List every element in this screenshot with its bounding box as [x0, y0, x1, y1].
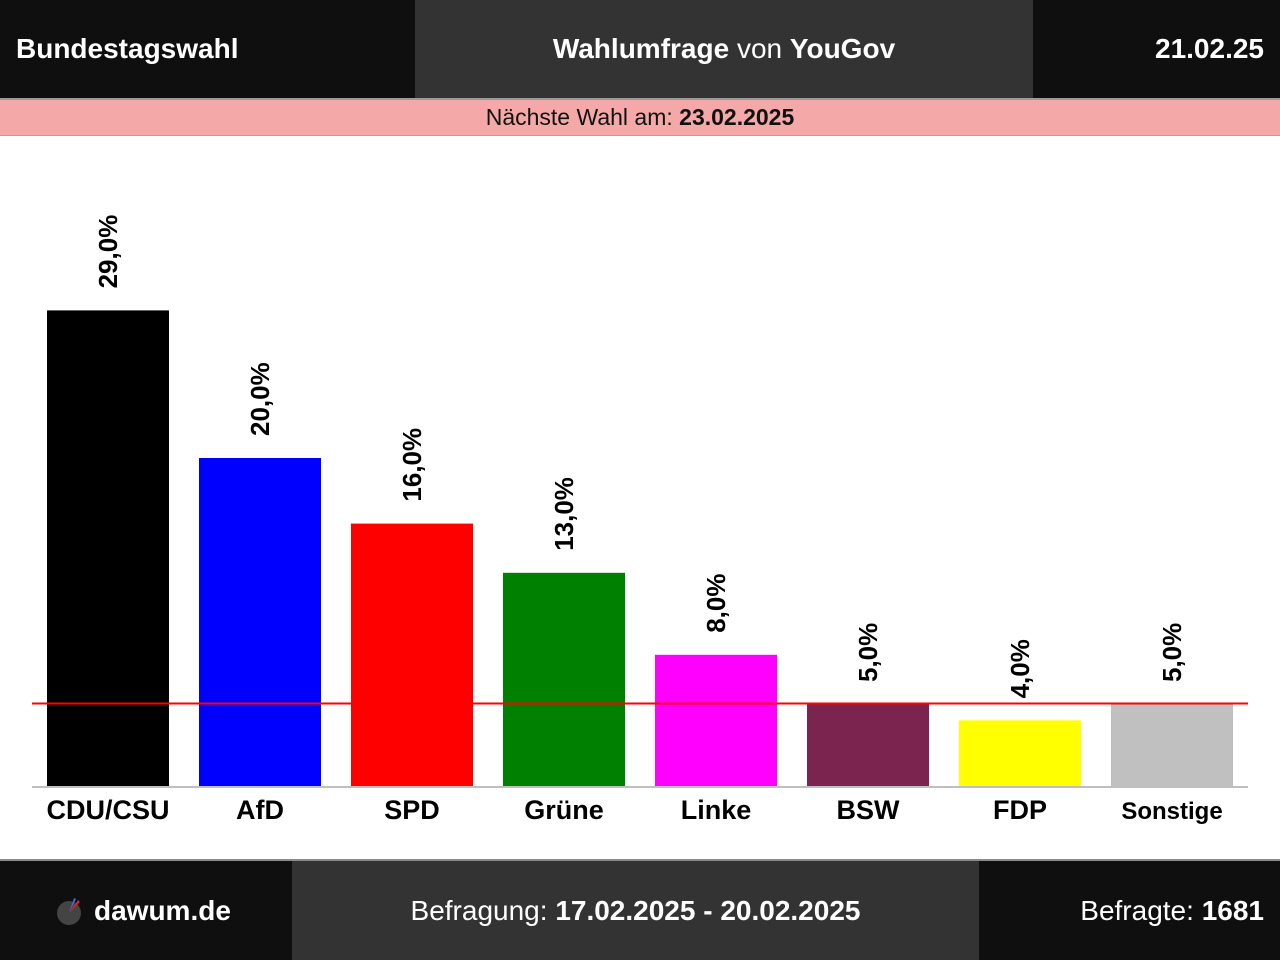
bar-2: [351, 523, 473, 786]
respondents: Befragte: 1681: [1080, 861, 1264, 960]
survey-period-range: 17.02.2025 - 20.02.2025: [555, 895, 861, 926]
next-election-bar: Nächste Wahl am: 23.02.2025: [0, 100, 1280, 136]
survey-period-label: Befragung:: [410, 895, 548, 926]
next-election-label: Nächste Wahl am:: [485, 104, 673, 130]
bar-1: [199, 458, 321, 786]
next-election-date: 23.02.2025: [679, 104, 795, 130]
bar-6: [959, 720, 1081, 786]
value-label-7: 5,0%: [1157, 623, 1187, 682]
category-label-1: AfD: [236, 795, 284, 825]
poll-title-label: Wahlumfrage: [552, 33, 730, 64]
bar-7: [1111, 704, 1233, 786]
footer-bar: dawum.de Befragung: 17.02.2025 - 20.02.2…: [0, 859, 1280, 960]
category-label-3: Grüne: [524, 795, 604, 825]
header-divider: [0, 98, 1280, 100]
dawum-logo-icon: [57, 897, 81, 925]
value-label-5: 5,0%: [853, 623, 883, 682]
brand-link[interactable]: dawum.de: [56, 861, 231, 960]
value-label-0: 29,0%: [93, 215, 123, 289]
value-label-3: 13,0%: [549, 477, 579, 551]
bar-3: [503, 572, 625, 786]
bar-4: [655, 654, 777, 786]
header-bar: Bundestagswahl Wahlumfrage von YouGov 21…: [0, 0, 1280, 98]
category-label-2: SPD: [384, 795, 440, 825]
category-label-7: Sonstige: [1121, 798, 1222, 825]
value-label-1: 20,0%: [245, 362, 275, 436]
category-label-4: Linke: [681, 795, 752, 825]
bar-5: [807, 704, 929, 786]
poll-title-von: von: [736, 33, 783, 64]
poll-date: 21.02.25: [1155, 33, 1264, 64]
value-label-4: 8,0%: [701, 574, 731, 633]
category-label-5: BSW: [837, 795, 901, 825]
bar-0: [47, 310, 169, 786]
value-label-2: 16,0%: [397, 428, 427, 502]
value-label-6: 4,0%: [1005, 639, 1035, 698]
respondents-count: 1681: [1201, 895, 1264, 926]
poll-title: Wahlumfrage von YouGov: [415, 0, 1033, 98]
respondents-label: Befragte:: [1080, 895, 1194, 926]
institute-name: YouGov: [789, 33, 896, 64]
election-type: Bundestagswahl: [16, 33, 239, 64]
category-label-0: CDU/CSU: [46, 795, 169, 825]
survey-period: Befragung: 17.02.2025 - 20.02.2025: [292, 861, 979, 960]
brand-name: dawum.de: [94, 895, 231, 926]
category-label-6: FDP: [993, 795, 1047, 825]
poll-bar-chart: 29,0% CDU/CSU 20,0% AfD 16,0% SPD 13,0% Grüne 8,…: [32, 215, 1248, 825]
